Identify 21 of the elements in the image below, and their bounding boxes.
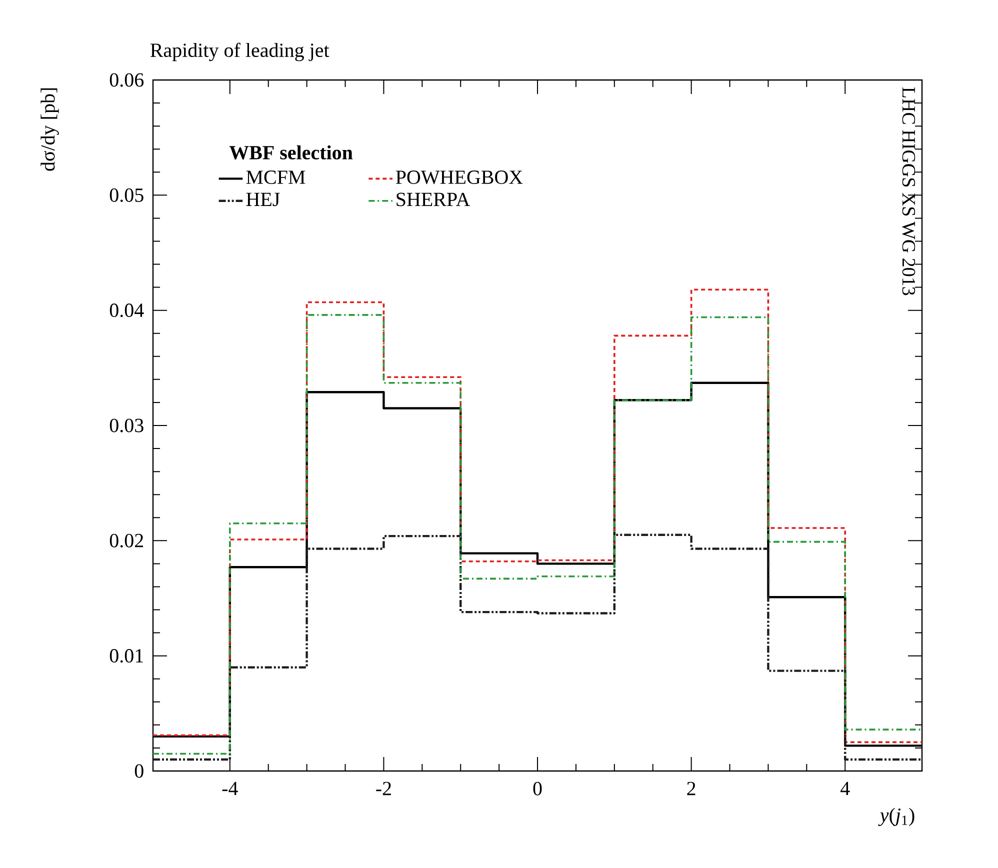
chart-title: Rapidity of leading jet bbox=[150, 42, 330, 62]
x-tick-label: 2 bbox=[687, 782, 696, 796]
legend-label: POWHEGBOX bbox=[396, 170, 523, 184]
legend-label: SHERPA bbox=[396, 192, 470, 206]
y-axis-title: dσ/dy [pb] bbox=[40, 88, 59, 171]
legend-title: WBF selection bbox=[229, 145, 353, 160]
annotation: LHC HIGGS XS WG 2013 bbox=[902, 87, 916, 296]
y-tick-label: 0 bbox=[134, 764, 144, 778]
y-tick-label: 0.06 bbox=[110, 73, 144, 87]
y-tick-label: 0.02 bbox=[110, 534, 144, 548]
x-tick-label: 4 bbox=[840, 782, 850, 796]
x-tick-label: 0 bbox=[533, 782, 542, 796]
x-tick-label: -2 bbox=[376, 782, 391, 796]
x-tick-label: -4 bbox=[222, 782, 238, 796]
y-tick-label: 0.04 bbox=[110, 304, 144, 318]
y-tick-label: 0.03 bbox=[110, 418, 144, 432]
x-axis-title: y(j$_{1}$) bbox=[878, 808, 914, 826]
y-tick-label: 0.01 bbox=[110, 649, 143, 663]
legend-label: MCFM bbox=[246, 170, 306, 184]
y-tick-label: 0.05 bbox=[110, 188, 144, 202]
legend-label: HEJ bbox=[246, 192, 280, 206]
